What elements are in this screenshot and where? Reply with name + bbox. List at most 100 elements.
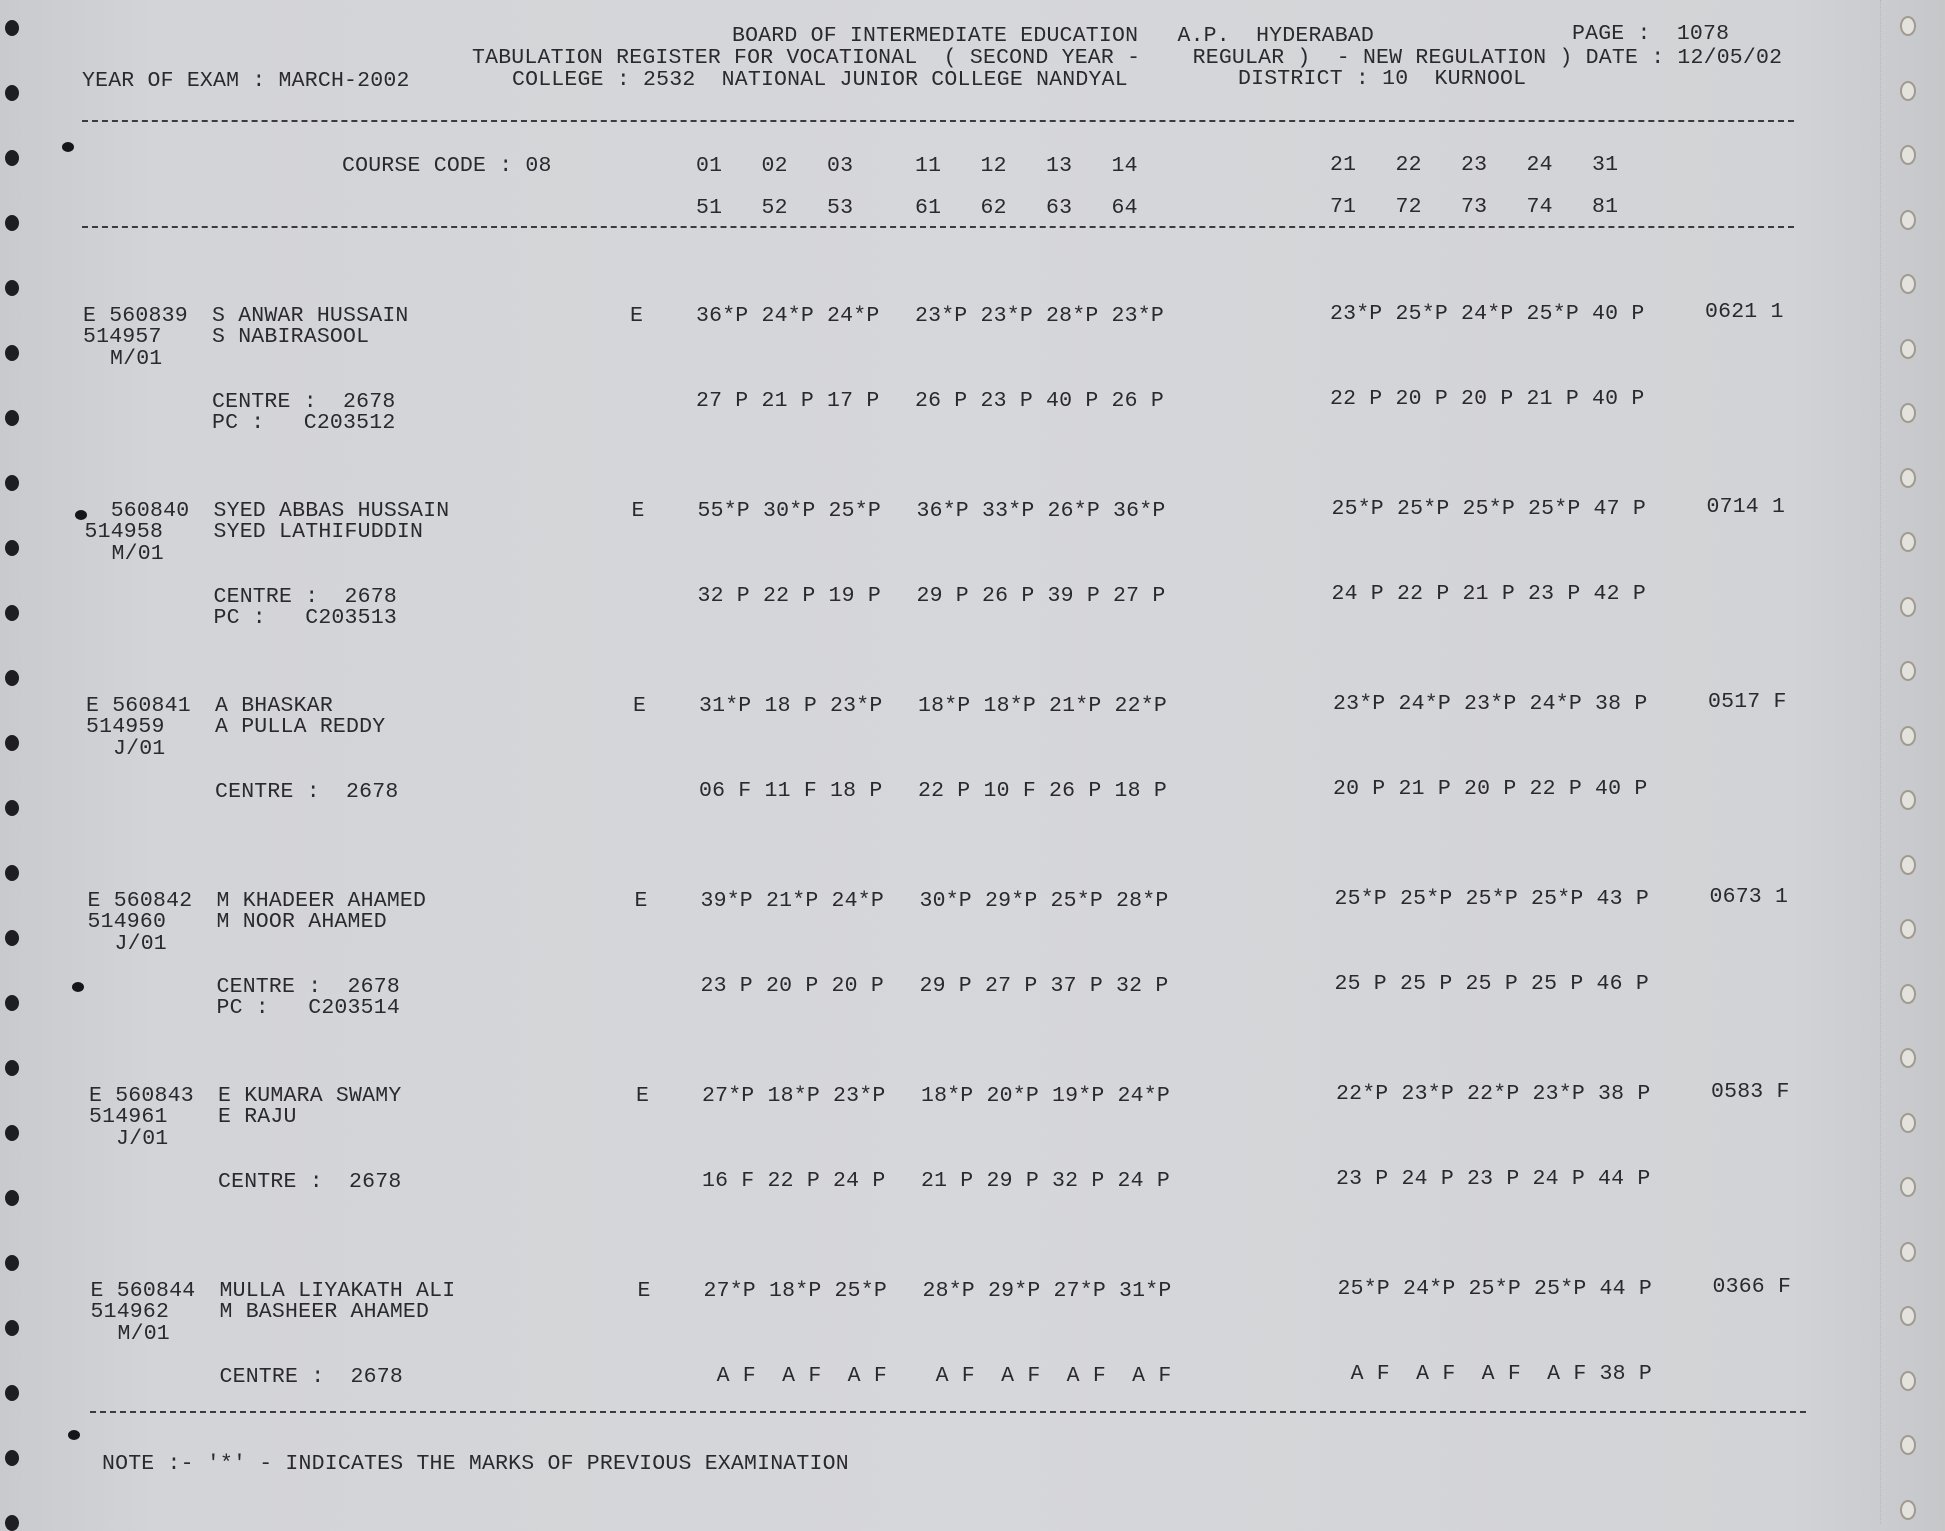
theory-marks-group-2: 30*P 29*P 25*P 28*P <box>919 889 1169 913</box>
divider <box>82 120 1794 122</box>
result: 0517 F <box>1708 690 1787 714</box>
feed-hole <box>5 1515 19 1531</box>
father-name: M NOOR AHAMED <box>216 910 387 934</box>
register-title: TABULATION REGISTER FOR VOCATIONAL ( SEC… <box>472 46 1783 70</box>
result: 0714 1 <box>1706 495 1786 519</box>
theory-marks-group-1: 36*P 24*P 24*P <box>696 304 880 328</box>
subject-codes-group-2: 11 12 13 14 <box>915 154 1138 178</box>
feed-hole <box>5 1255 19 1271</box>
theory-marks-group-1: 27*P 18*P 23*P <box>702 1084 886 1108</box>
practical-marks-group-3: 23 P 24 P 23 P 24 P 44 P <box>1336 1167 1651 1191</box>
feed-hole <box>1900 403 1916 423</box>
result: 0673 1 <box>1709 885 1789 909</box>
theory-marks-group-1: 31*P 18 P 23*P <box>699 694 883 718</box>
pc-number: PC : C203514 <box>216 996 400 1020</box>
theory-marks-group-2: 23*P 23*P 28*P 23*P <box>915 304 1164 328</box>
feed-hole <box>1900 1499 1916 1520</box>
feed-hole <box>1900 532 1916 552</box>
course-code: COURSE CODE : 08 <box>342 154 552 178</box>
feed-hole <box>5 1125 19 1141</box>
father-name: SYED LATHIFUDDIN <box>213 520 424 544</box>
candidate-id: 514962 <box>90 1300 170 1324</box>
stream: E <box>637 1279 651 1303</box>
practical-marks-group-1: 16 F 22 P 24 P <box>702 1169 886 1193</box>
theory-marks-group-1: 55*P 30*P 25*P <box>697 499 881 523</box>
stream: E <box>630 304 644 328</box>
pc-number: PC : C203513 <box>213 606 397 630</box>
candidate-name: S ANWAR HUSSAIN <box>212 304 409 328</box>
feed-hole <box>1900 1048 1916 1068</box>
result: 0621 1 <box>1705 300 1784 324</box>
feed-hole <box>1900 919 1916 939</box>
ink-smudge <box>62 142 74 152</box>
candidate-name: A BHASKAR <box>215 694 333 718</box>
feed-hole <box>5 215 19 231</box>
practical-marks-group-2: 29 P 26 P 39 P 27 P <box>916 584 1166 608</box>
stream: E <box>636 1084 650 1108</box>
practical-marks-group-3: A F A F A F A F 38 P <box>1337 1362 1652 1386</box>
college: COLLEGE : 2532 NATIONAL JUNIOR COLLEGE N… <box>512 68 1128 92</box>
practical-codes-group-1: 51 52 53 <box>696 196 854 220</box>
practical-marks-group-3: 25 P 25 P 25 P 25 P 46 P <box>1334 972 1649 996</box>
group-code: M/01 <box>117 1322 170 1346</box>
centre: CENTRE : 2678 <box>215 780 399 804</box>
practical-codes-group-3: 71 72 73 74 81 <box>1330 195 1619 219</box>
feed-hole <box>1900 145 1916 165</box>
divider <box>90 1411 1806 1413</box>
feed-hole <box>5 735 19 751</box>
candidate-id: 514959 <box>86 715 165 739</box>
roll-number: E 560841 <box>86 694 191 718</box>
feed-hole <box>5 605 19 621</box>
father-name: A PULLA REDDY <box>215 715 386 739</box>
roll-number: E 560839 <box>83 304 188 328</box>
feed-hole <box>5 540 19 556</box>
district: DISTRICT : 10 KURNOOL <box>1238 67 1527 91</box>
practical-marks-group-1: 27 P 21 P 17 P <box>696 389 880 413</box>
candidate-name: M KHADEER AHAMED <box>216 889 427 913</box>
roll-number: E 560842 <box>87 889 193 913</box>
practical-marks-group-2: 21 P 29 P 32 P 24 P <box>921 1169 1170 1193</box>
theory-marks-group-3: 22*P 23*P 22*P 23*P 38 P <box>1336 1082 1651 1106</box>
roll-number: 560840 <box>84 499 190 523</box>
subject-codes-group-3: 21 22 23 24 31 <box>1330 153 1619 177</box>
feed-hole <box>1900 1112 1916 1133</box>
feed-hole <box>1900 790 1916 810</box>
group-code: M/01 <box>111 542 164 566</box>
practical-marks-group-1: A F A F A F <box>703 1364 887 1388</box>
footnote: NOTE :- '*' - INDICATES THE MARKS OF PRE… <box>102 1452 849 1476</box>
feed-hole <box>5 1190 19 1206</box>
candidate-id: 514958 <box>84 520 164 544</box>
feed-hole <box>1900 338 1916 359</box>
practical-marks-group-2: 26 P 23 P 40 P 26 P <box>915 389 1164 413</box>
feed-hole <box>1900 661 1916 681</box>
stream: E <box>634 889 648 913</box>
centre: CENTRE : 2678 <box>218 1170 402 1194</box>
practical-marks-group-1: 23 P 20 P 20 P <box>700 974 884 998</box>
roll-number: E 560843 <box>89 1084 194 1108</box>
feed-hole <box>1900 467 1916 488</box>
feed-hole <box>5 865 19 881</box>
feed-hole <box>1900 209 1916 230</box>
feed-hole <box>1900 596 1916 617</box>
practical-marks-group-2: A F A F A F A F <box>922 1364 1172 1388</box>
group-code: J/01 <box>114 932 167 956</box>
perforation-line <box>1880 0 1881 1524</box>
theory-marks-group-3: 25*P 24*P 25*P 25*P 44 P <box>1337 1277 1652 1301</box>
theory-marks-group-3: 23*P 24*P 23*P 24*P 38 P <box>1333 692 1648 716</box>
candidate-name: MULLA LIYAKATH ALI <box>219 1279 456 1303</box>
feed-hole <box>5 1385 19 1401</box>
feed-hole <box>1900 725 1916 746</box>
feed-hole <box>5 20 19 36</box>
centre: CENTRE : 2678 <box>216 975 400 999</box>
practical-marks-group-2: 22 P 10 F 26 P 18 P <box>918 779 1167 803</box>
feed-hole <box>1900 80 1916 101</box>
centre: CENTRE : 2678 <box>212 390 396 414</box>
divider <box>82 226 1794 228</box>
page-number: PAGE : 1078 <box>1572 22 1730 46</box>
theory-marks-group-2: 18*P 20*P 19*P 24*P <box>921 1084 1170 1108</box>
centre: CENTRE : 2678 <box>213 585 397 609</box>
father-name: M BASHEER AHAMED <box>219 1300 430 1324</box>
ink-smudge <box>68 1430 80 1440</box>
father-name: E RAJU <box>218 1105 297 1129</box>
theory-marks-group-3: 25*P 25*P 25*P 25*P 43 P <box>1334 887 1649 911</box>
